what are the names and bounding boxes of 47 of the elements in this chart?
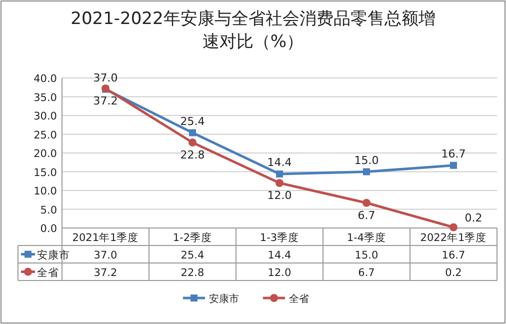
data-label: 22.8: [180, 266, 204, 279]
text: 12.0: [267, 189, 292, 202]
data-label: 6.7: [358, 266, 375, 279]
legend-label: 全省: [37, 266, 59, 279]
text: 37.0: [93, 71, 118, 84]
text: 6.7: [358, 208, 376, 222]
text: 22.8: [180, 148, 205, 162]
text: 安康市: [209, 294, 239, 305]
text: 0.2: [464, 211, 482, 224]
y-tick-label: 40.0: [34, 73, 57, 85]
x-tick-label: 2021年1季度: [72, 231, 139, 244]
y-tick-label: 30.0: [34, 110, 57, 122]
point: [276, 170, 283, 178]
text: 15.0: [354, 154, 379, 167]
y-tick-label: 0.0: [40, 223, 57, 235]
x-tick-label: 1-3季度: [260, 231, 300, 244]
point: [450, 223, 458, 232]
point: [450, 162, 457, 169]
y-tick-label: 35.0: [34, 92, 57, 104]
x-tick-label: 1-2季度: [172, 231, 212, 244]
y-tick-label: 5.0: [40, 204, 57, 216]
point: [276, 179, 284, 187]
point: [362, 198, 370, 207]
data-label: 14.4: [268, 249, 292, 262]
y-tick-label: 20.0: [34, 148, 57, 160]
x-tick-label: 2022年1季度: [420, 231, 487, 244]
data-label: 16.7: [442, 249, 466, 262]
point: [189, 129, 196, 136]
y-tick-label: 25.0: [34, 129, 57, 142]
text: 14.4: [267, 156, 292, 169]
chart-title: 2021-2022年安康与全省社会消费品零售总额增速对比（%）: [70, 9, 436, 52]
data-label: 15.0: [354, 249, 378, 262]
text: 16.7: [441, 147, 466, 160]
point: [363, 168, 370, 176]
y-tick-label: 15.0: [34, 166, 57, 179]
text: 全省: [289, 294, 309, 305]
legend-label: 安康市: [37, 248, 70, 262]
data-label: 25.4: [180, 249, 205, 262]
data-label: 0.2: [445, 266, 462, 279]
text: 25.4: [180, 114, 205, 128]
text: 37.2: [93, 94, 118, 108]
data-label: 37.0: [94, 249, 118, 262]
point: [188, 138, 196, 146]
x-tick-label: 1-4季度: [346, 231, 386, 244]
y-tick-label: 10.0: [34, 186, 57, 198]
data-label: 12.0: [268, 266, 292, 279]
data-label: 37.2: [94, 266, 118, 279]
